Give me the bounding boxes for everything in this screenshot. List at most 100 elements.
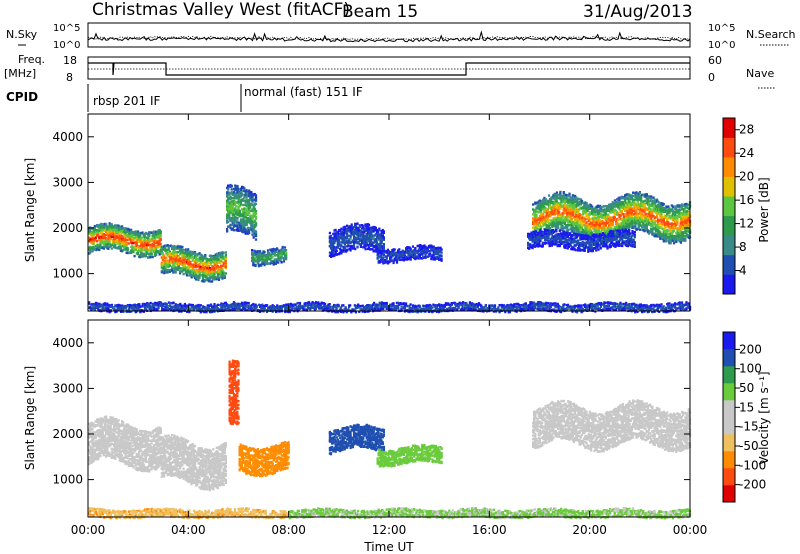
scatter-cell xyxy=(375,245,379,248)
scatter-cell xyxy=(559,192,562,195)
scatter-cell xyxy=(188,266,191,269)
scatter-cell xyxy=(221,253,224,256)
scatter-cell xyxy=(622,207,626,211)
scatter-cell xyxy=(109,237,112,240)
scatter-cell xyxy=(179,245,182,248)
scatter-cell xyxy=(414,257,417,261)
scatter-cell xyxy=(591,222,594,225)
scatter-cell xyxy=(280,256,283,260)
scatter-cell xyxy=(561,221,564,225)
scatter-cell xyxy=(241,194,244,197)
scatter-cell xyxy=(385,250,388,253)
scatter-cell xyxy=(232,197,236,200)
scatter-cell xyxy=(105,223,108,226)
scatter-cell xyxy=(567,215,570,219)
scatter-cell xyxy=(558,204,561,207)
nave-tick-low: 0 xyxy=(708,71,715,84)
scatter-cell xyxy=(343,225,346,229)
scatter-cell xyxy=(207,267,210,270)
scatter-cell xyxy=(272,247,275,251)
scatter-cell xyxy=(243,227,246,230)
scatter-cell xyxy=(562,191,565,194)
scatter-cell xyxy=(622,220,626,224)
scatter-cell xyxy=(599,222,602,225)
scatter-cell xyxy=(156,250,159,253)
scatter-cell xyxy=(141,252,144,256)
scatter-cell xyxy=(195,278,198,281)
scatter-cell xyxy=(336,238,339,241)
scatter-cell xyxy=(159,243,162,246)
scatter-cell xyxy=(252,255,255,258)
scatter-cell xyxy=(563,201,566,204)
scatter-cell xyxy=(164,247,167,250)
scatter-cell xyxy=(232,221,236,225)
scatter-cell xyxy=(343,229,346,232)
scatter-cell xyxy=(236,195,239,199)
scatter-cell xyxy=(217,253,221,256)
scatter-cell xyxy=(596,219,599,222)
scatter-cell xyxy=(585,227,588,230)
scatter-cell xyxy=(328,231,331,235)
scatter-cell xyxy=(91,248,94,252)
scatter-cell xyxy=(198,272,201,275)
scatter-cell xyxy=(181,245,184,249)
scatter-cell xyxy=(436,255,439,259)
scatter-cell xyxy=(139,255,142,259)
scatter-cell xyxy=(249,226,252,230)
scatter-cell xyxy=(414,255,417,258)
scatter-cell xyxy=(127,242,130,245)
scatter-cell xyxy=(369,248,372,251)
nave-label: Nave xyxy=(746,67,774,80)
scatter-cell xyxy=(373,245,376,248)
scatter-cell xyxy=(245,214,248,217)
scatter-cell xyxy=(370,228,373,231)
scatter-cell xyxy=(254,222,258,225)
scatter-cell xyxy=(582,228,585,232)
scatter-cell xyxy=(618,198,621,201)
scatter-cell xyxy=(366,234,369,237)
scatter-cell xyxy=(424,252,427,256)
scatter-cell xyxy=(395,251,399,255)
scatter-cell xyxy=(366,231,369,235)
scatter-cell xyxy=(619,203,622,207)
scatter-cell xyxy=(364,245,367,248)
scatter-cell xyxy=(395,259,399,263)
scatter-cell xyxy=(235,224,238,228)
scatter-cell xyxy=(250,228,253,231)
scatter-cell xyxy=(167,244,170,248)
scatter-cell xyxy=(334,235,337,238)
scatter-cell xyxy=(221,277,224,280)
scatter-cell xyxy=(274,250,277,254)
scatter-cell xyxy=(380,236,383,239)
scatter-cell xyxy=(164,249,167,252)
scatter-cell xyxy=(246,201,249,204)
scatter-cell xyxy=(533,214,536,217)
scatter-cell xyxy=(157,235,160,238)
scatter-cell xyxy=(189,270,192,273)
scatter-cell xyxy=(332,244,335,248)
scatter-cell xyxy=(373,229,376,232)
scatter-cell xyxy=(254,253,257,257)
scatter-cell xyxy=(234,203,237,206)
scatter-cell xyxy=(579,199,582,202)
scatter-cell xyxy=(212,272,215,275)
scatter-cell xyxy=(600,208,603,212)
scatter-cell xyxy=(399,258,402,262)
scatter-cell xyxy=(375,230,379,234)
scatter-cell xyxy=(413,251,416,254)
scatter-cell xyxy=(157,229,160,232)
scatter-cell xyxy=(118,228,121,232)
scatter-cell xyxy=(335,249,338,252)
scatter-cell xyxy=(422,255,425,259)
scatter-cell xyxy=(554,211,557,214)
scatter-cell xyxy=(557,215,560,218)
scatter-cell xyxy=(605,215,609,218)
scatter-cell xyxy=(185,256,189,259)
scatter-cell xyxy=(264,261,267,264)
scatter-cell xyxy=(553,203,556,206)
scatter-cell xyxy=(160,246,163,249)
scatter-cell xyxy=(566,207,569,210)
scatter-cell xyxy=(175,268,178,271)
cpid-segment-normal: normal (fast) 151 IF xyxy=(244,85,363,99)
scatter-cell xyxy=(113,229,116,232)
